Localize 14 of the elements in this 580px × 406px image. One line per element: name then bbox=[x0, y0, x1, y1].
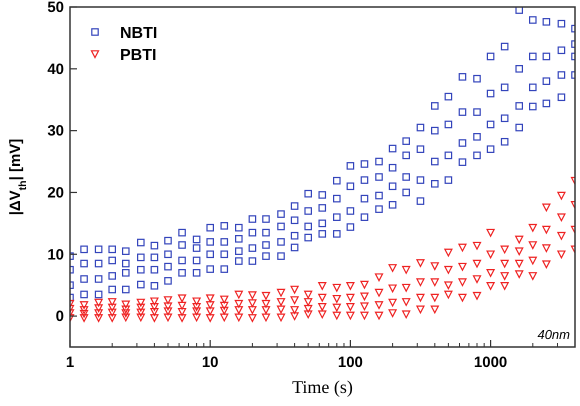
y-tick-label: 20 bbox=[47, 184, 64, 202]
annotation: 40nm bbox=[537, 327, 570, 342]
y-tick-label: 0 bbox=[56, 308, 64, 326]
y-tick-label: 50 bbox=[47, 0, 64, 16]
x-tick-label: 1 bbox=[66, 354, 74, 371]
legend-label: PBTI bbox=[120, 47, 156, 64]
legend-label: NBTI bbox=[120, 25, 158, 42]
y-tick-label: 30 bbox=[47, 122, 64, 140]
y-tick-label: 40 bbox=[47, 60, 64, 78]
x-axis-title: Time (s) bbox=[292, 377, 353, 397]
x-tick-label: 100 bbox=[338, 354, 363, 371]
x-tick-label: 1000 bbox=[474, 354, 508, 371]
x-tick-label: 10 bbox=[202, 354, 219, 371]
y-tick-label: 10 bbox=[47, 246, 64, 264]
